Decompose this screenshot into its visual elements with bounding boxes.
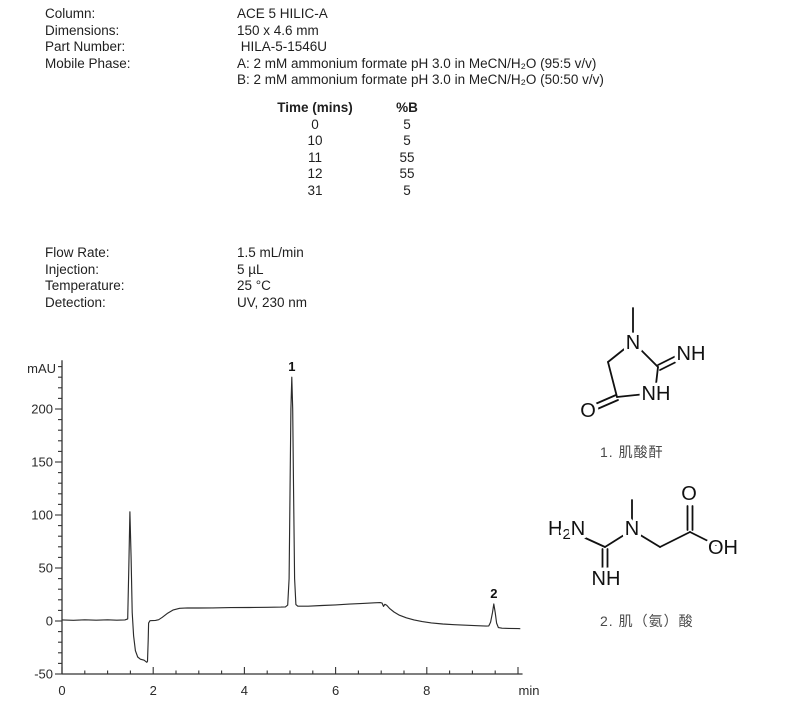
x-axis-unit-label: min: [519, 683, 540, 698]
y-tick-label: -50: [34, 667, 53, 682]
spec-row: Temperature: 25 °C: [45, 278, 307, 295]
central-n-atom-label: N: [625, 518, 639, 540]
gradient-table: Time (mins) %B 0 5 10 5 11 55 12 55 31 5: [268, 100, 437, 199]
x-tick-label: 2: [150, 683, 157, 698]
amine-h2n-atom-label: H2N: [548, 518, 585, 543]
peak-label: 1: [288, 359, 295, 374]
gradient-table-rows: 0 5 10 5 11 55 12 55 31 5: [268, 117, 437, 200]
spec-label: Injection:: [45, 261, 100, 277]
carbonyl-o-atom-label: O: [580, 400, 596, 422]
gradient-percent-b-cell: 5: [403, 133, 411, 148]
y-tick-label: 100: [31, 508, 53, 523]
creatinine-structure: N NH NH O: [577, 307, 709, 426]
chromatogram-trace: [61, 376, 521, 663]
gradient-time-cell: 0: [311, 116, 319, 132]
gradient-time-header: Time (mins): [277, 100, 353, 115]
spec-row: Column: ACE 5 HILIC-A: [45, 6, 604, 23]
structure-2-caption: 2. 肌（氨）酸: [600, 613, 694, 629]
gradient-table-row: 11 55: [268, 150, 437, 167]
gradient-table-row: 10 5: [268, 133, 437, 150]
gradient-time-cell: 11: [307, 149, 322, 165]
spec-row: Injection: 5 µL: [45, 262, 307, 279]
gradient-table-row: 31 5: [268, 183, 437, 200]
method-spec-list: Flow Rate: 1.5 mL/min Injection: 5 µL Temper…: [45, 245, 307, 311]
spec-value: 150 x 4.6 mm: [237, 22, 319, 38]
gradient-percent-b-header: %B: [396, 100, 418, 115]
gradient-time-cell: 31: [307, 182, 323, 198]
y-tick-label: 150: [31, 455, 53, 470]
chromatogram-chart: -50 0 50 100 150 200 0 2 4 6 8 mAU min 1 2: [27, 359, 540, 698]
carbonyl-double-bond: [592, 394, 617, 406]
y-tick-label: 200: [31, 402, 53, 417]
spec-value: UV, 230 nm: [237, 294, 308, 310]
gradient-table-row: 12 55: [268, 166, 437, 183]
spec-label: Temperature:: [45, 278, 125, 293]
hydroxyl-oh-atom-label: OH: [708, 537, 738, 559]
peak-label: 2: [490, 586, 497, 601]
spec-label: [45, 72, 237, 89]
ring-nh-atom-label: NH: [642, 383, 671, 405]
gradient-percent-b-cell: 55: [399, 149, 415, 165]
spec-label: Column:: [45, 6, 96, 21]
spec-row: Flow Rate: 1.5 mL/min: [45, 245, 307, 262]
gradient-table-header: Time (mins) %B: [268, 100, 437, 117]
y-tick-label: 0: [46, 614, 53, 629]
spec-value: ACE 5 HILIC-A: [237, 6, 328, 21]
spec-value: 1.5 mL/min: [237, 245, 304, 260]
y-axis-unit-label: mAU: [27, 361, 56, 376]
spec-label: Detection:: [45, 294, 106, 310]
spec-value: A: 2 mM ammonium formate pH 3.0 in MeCN/…: [237, 55, 597, 71]
x-tick-label: 4: [241, 683, 248, 698]
column-spec-list: Column: ACE 5 HILIC-A Dimensions: 150 x 4.6…: [45, 6, 604, 89]
spec-row: Mobile Phase: A: 2 mM ammonium formate pH…: [45, 56, 604, 73]
gradient-percent-b-cell: 55: [399, 166, 415, 181]
spec-value: HILA-5-1546U: [237, 39, 328, 54]
gradient-percent-b-cell: 5: [403, 116, 411, 132]
gradient-time-cell: 12: [307, 166, 323, 181]
spec-label: Mobile Phase:: [45, 55, 131, 71]
imine-double-bond: [657, 353, 681, 366]
ring-n-atom-label: N: [626, 332, 640, 354]
structure-1-caption: 1. 肌酸酐: [600, 444, 664, 460]
y-tick-label: 50: [39, 561, 53, 576]
spec-label: Flow Rate:: [45, 245, 110, 260]
spec-row: Part Number: HILA-5-1546U: [45, 39, 604, 56]
spec-label: Part Number:: [45, 39, 126, 54]
spec-label: Dimensions:: [45, 22, 120, 38]
gradient-time-cell: 10: [307, 133, 323, 148]
gradient-percent-b-cell: 5: [403, 182, 411, 198]
carbonyl-o-atom-label: O: [681, 483, 697, 505]
imine-nh-atom-label: NH: [592, 568, 621, 590]
spec-row: B: 2 mM ammonium formate pH 3.0 in MeCN/…: [45, 72, 604, 89]
x-tick-label: 6: [332, 683, 339, 698]
spec-row: Dimensions: 150 x 4.6 mm: [45, 23, 604, 40]
spec-row: Detection: UV, 230 nm: [45, 295, 307, 312]
spec-value: 5 µL: [237, 261, 264, 277]
imine-nh-atom-label: NH: [677, 343, 706, 365]
creatine-structure: H2N N NH O OH: [545, 480, 742, 594]
spec-value: 25 °C: [237, 278, 271, 293]
x-tick-label: 0: [58, 683, 65, 698]
x-tick-label: 8: [423, 683, 430, 698]
spec-value: B: 2 mM ammonium formate pH 3.0 in MeCN/…: [237, 72, 604, 87]
